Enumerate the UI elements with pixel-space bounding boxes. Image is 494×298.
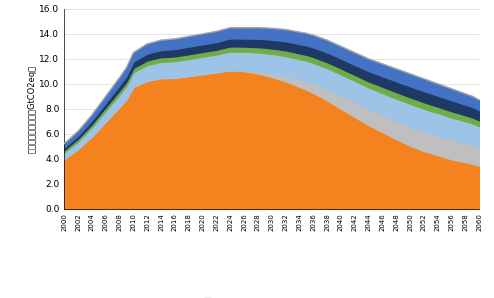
Y-axis label: 中国温室气体排放（GtCO2eq）: 中国温室气体排放（GtCO2eq） [28, 65, 37, 153]
Legend: 中国净零道路-高盛, CCUS, 电力, 工业，工业废料及其他未捕捉, 交通, 农业，林业及其他土地利用, 建筑, 目标...: 中国净零道路-高盛, CCUS, 电力, 工业，工业废料及其他未捕捉, 交通, … [203, 296, 341, 298]
